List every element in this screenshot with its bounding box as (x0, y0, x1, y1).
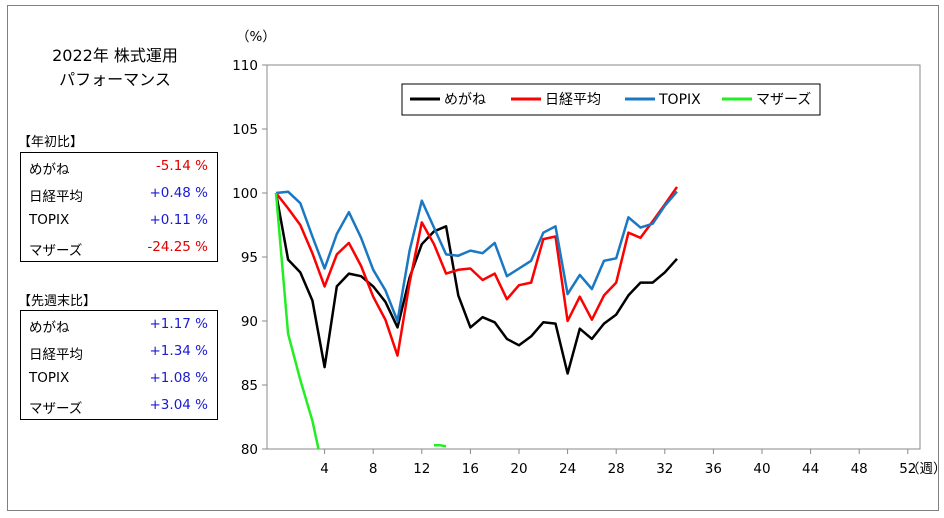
wow-row-name: 日経平均 (29, 347, 83, 363)
ytd-row-value: +0.48 % (149, 185, 209, 201)
ytd-row: マザーズ -24.25 % (21, 234, 217, 261)
ytd-row-value: +0.11 % (149, 212, 209, 228)
wow-row-name: TOPIX (29, 370, 70, 386)
ytd-table: めがね -5.14 % 日経平均 +0.48 % TOPIX +0.11 % マザーズ… (20, 152, 218, 262)
wow-row-value: +1.17 % (149, 316, 209, 332)
wow-row: 日経平均 +1.34 % (21, 338, 217, 365)
ytd-row-name: TOPIX (29, 212, 70, 228)
x-tick-label: 48 (851, 461, 868, 477)
ytd-row-name: 日経平均 (29, 189, 83, 205)
x-tick-label: 12 (413, 461, 430, 477)
legend-label: 日経平均 (545, 92, 601, 108)
wow-row-value: +1.08 % (149, 370, 209, 386)
panel-title-line2: パフォーマンス (59, 70, 171, 89)
panel-title-line1: 2022年 株式運用 (52, 46, 178, 65)
x-tick-label: 52 (899, 461, 916, 477)
x-tick-label: 8 (369, 461, 378, 477)
plot-area (266, 64, 921, 450)
y-tick-label: 90 (241, 314, 258, 330)
x-tick-label: 20 (510, 461, 527, 477)
ytd-row: めがね -5.14 % (21, 153, 217, 180)
ytd-row: TOPIX +0.11 % (21, 207, 217, 234)
series-line (275, 186, 679, 357)
x-unit-label: （週） (906, 461, 944, 477)
y-tick-label: 105 (232, 122, 258, 138)
legend-box (401, 83, 821, 116)
legend-label: めがね (444, 92, 486, 108)
x-tick-label: 32 (656, 461, 673, 477)
series-line (274, 192, 678, 375)
x-tick-label: 16 (462, 461, 479, 477)
x-tick-label: 44 (802, 461, 819, 477)
wow-row: TOPIX +1.08 % (21, 365, 217, 392)
series-line-segment (434, 443, 447, 448)
wow-row-value: +1.34 % (149, 343, 209, 359)
y-tick-label: 95 (241, 250, 258, 266)
wow-row: マザーズ +3.04 % (21, 392, 217, 419)
legend-label: マザーズ (756, 92, 811, 108)
wow-row-value: +3.04 % (149, 397, 209, 413)
wow-heading: 【先週末比】 (18, 294, 97, 309)
ytd-row: 日経平均 +0.48 % (21, 180, 217, 207)
ytd-row-name: マザーズ (29, 243, 83, 259)
ytd-heading: 【年初比】 (18, 135, 84, 150)
x-tick-label: 28 (608, 461, 625, 477)
ytd-row-value: -24.25 % (147, 239, 208, 255)
y-unit-label: （%） (236, 29, 276, 45)
wow-row-name: マザーズ (29, 401, 83, 417)
x-tick-label: 24 (559, 461, 576, 477)
wow-row: めがね +1.17 % (21, 311, 217, 338)
y-tick-label: 100 (232, 186, 258, 202)
x-tick-label: 4 (320, 461, 329, 477)
y-tick-label: 85 (241, 378, 258, 394)
legend-label: TOPIX (658, 92, 701, 108)
wow-row-name: めがね (29, 320, 70, 336)
ytd-row-value: -5.14 % (155, 158, 208, 174)
panel-title: 2022年 株式運用 パフォーマンス (20, 44, 210, 92)
series-line (275, 190, 678, 323)
x-tick-label: 36 (705, 461, 722, 477)
y-tick-label: 110 (232, 58, 258, 74)
wow-table: めがね +1.17 % 日経平均 +1.34 % TOPIX +1.08 % マザーズ… (20, 310, 218, 420)
series-line (274, 192, 320, 450)
ytd-row-name: めがね (29, 162, 70, 178)
x-tick-label: 40 (753, 461, 770, 477)
y-tick-label: 80 (241, 442, 258, 458)
